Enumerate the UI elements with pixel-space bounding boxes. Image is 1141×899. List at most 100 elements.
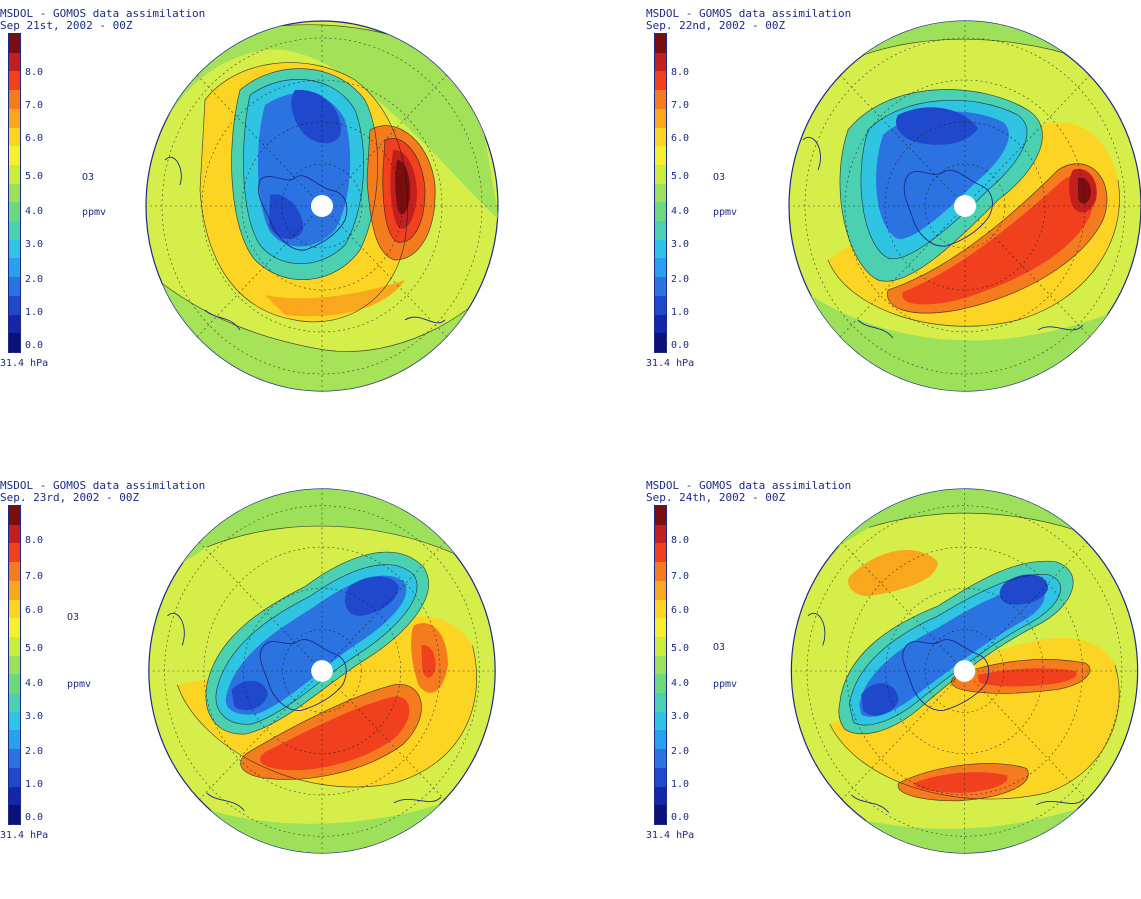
colorbar-segment: [9, 618, 20, 637]
polar-ozone-map: [788, 20, 1141, 392]
colorbar-tick: 2.0: [671, 274, 690, 285]
field-darkblue-region: [344, 576, 399, 616]
colorbar-tick: 6.0: [671, 133, 690, 144]
colorbar: [8, 505, 21, 825]
colorbar-segment: [9, 34, 20, 53]
colorbar-segment: [655, 71, 666, 91]
pole-marker: [954, 195, 976, 217]
unit-label: ppmv: [67, 679, 92, 690]
map-panel-4: MSDOL - GOMOS data assimilation Sep. 24t…: [646, 472, 1141, 899]
field-green-band: [155, 24, 498, 220]
colorbar: [8, 33, 21, 353]
colorbar-tick: 2.0: [25, 274, 44, 285]
colorbar-tick: 5.0: [671, 171, 690, 182]
colorbar-tick: 1.0: [25, 307, 44, 318]
colorbar-segment: [655, 580, 666, 600]
colorbar-tick: 4.0: [671, 678, 690, 689]
colorbar-segment: [9, 711, 20, 731]
colorbar-segment: [655, 183, 666, 203]
colorbar-segment: [655, 749, 666, 768]
colorbar-segment: [655, 239, 666, 259]
colorbar-segment: [655, 295, 666, 315]
colorbar-segment: [9, 767, 20, 787]
field-orange-region: [848, 549, 938, 597]
colorbar-segment: [655, 108, 666, 128]
colorbar-tick: 6.0: [25, 133, 44, 144]
colorbar-segment: [655, 164, 666, 184]
colorbar-segment: [655, 543, 666, 563]
panel-title: MSDOL - GOMOS data assimilation: [646, 7, 852, 20]
panel-date: Sep. 24th, 2002 - 00Z: [646, 491, 786, 504]
coastline: [802, 137, 1084, 339]
colorbar-segment: [655, 258, 666, 278]
colorbar-tick: 1.0: [671, 307, 690, 318]
unit-label: ppmv: [82, 207, 107, 218]
colorbar-segment: [655, 333, 666, 352]
colorbar-segment: [9, 580, 20, 600]
colorbar-tick: 5.0: [25, 643, 44, 654]
field-orange-region: [265, 280, 405, 317]
colorbar-segment: [9, 333, 20, 352]
colorbar-segment: [655, 730, 666, 750]
colorbar-segment: [9, 674, 20, 694]
colorbar-segment: [655, 693, 666, 712]
colorbar-segment: [655, 767, 666, 787]
pressure-level: 31.4 hPa: [0, 358, 49, 369]
colorbar-segment: [655, 52, 666, 72]
colorbar-segment: [9, 202, 20, 222]
colorbar-segment: [9, 562, 20, 581]
field-darkblue-region: [999, 574, 1049, 605]
colorbar-segment: [9, 146, 20, 165]
field-red-region: [260, 696, 410, 771]
field-darkred-core: [1078, 177, 1091, 204]
colorbar-segment: [9, 239, 20, 259]
colorbar-segment: [9, 52, 20, 72]
colorbar-tick: 8.0: [671, 535, 690, 546]
coastline: [807, 613, 1084, 813]
colorbar-segment: [655, 618, 666, 637]
colorbar-segment: [9, 805, 20, 824]
quantity-label: O3: [713, 172, 726, 183]
colorbar-tick: 5.0: [25, 171, 44, 182]
colorbar-segment: [655, 221, 666, 240]
colorbar-segment: [9, 71, 20, 91]
colorbar-segment: [9, 258, 20, 278]
field-darkred-core: [395, 160, 411, 215]
coastline: [902, 639, 990, 711]
coastline: [258, 175, 348, 251]
colorbar-segment: [655, 711, 666, 731]
colorbar-segment: [655, 506, 666, 525]
colorbar-segment: [655, 314, 666, 334]
panel-title: MSDOL - GOMOS data assimilation: [0, 479, 206, 492]
colorbar-segment: [655, 34, 666, 53]
pole-marker: [953, 660, 976, 682]
colorbar-tick: 1.0: [25, 779, 44, 790]
coastline: [164, 157, 446, 331]
panel-title: MSDOL - GOMOS data assimilation: [646, 479, 852, 492]
colorbar-segment: [655, 805, 666, 824]
colorbar-tick: 6.0: [25, 605, 44, 616]
polar-ozone-map: [145, 20, 499, 392]
field-darkblue-region: [231, 680, 268, 711]
colorbar-segment: [655, 636, 666, 656]
colorbar-segment: [655, 127, 666, 147]
colorbar-tick: 3.0: [25, 711, 44, 722]
colorbar-tick: 7.0: [25, 100, 44, 111]
field-red-region: [913, 772, 1008, 793]
colorbar-tick: 5.0: [671, 643, 690, 654]
colorbar-tick: 6.0: [671, 605, 690, 616]
colorbar-tick: 2.0: [25, 746, 44, 757]
colorbar-segment: [9, 730, 20, 750]
colorbar-segment: [655, 146, 666, 165]
field-blue-region: [876, 111, 1009, 240]
colorbar: [654, 505, 667, 825]
colorbar-segment: [9, 786, 20, 806]
colorbar-segment: [9, 655, 20, 675]
colorbar-tick: 3.0: [671, 239, 690, 250]
colorbar-tick: 0.0: [671, 340, 690, 351]
pole-marker: [311, 660, 333, 682]
field-darkblue-region: [861, 683, 899, 716]
map-panel-1: MSDOL - GOMOS data assimilation Sep 21st…: [0, 0, 570, 427]
field-darkblue-region: [896, 107, 978, 145]
colorbar-tick: 8.0: [671, 67, 690, 78]
